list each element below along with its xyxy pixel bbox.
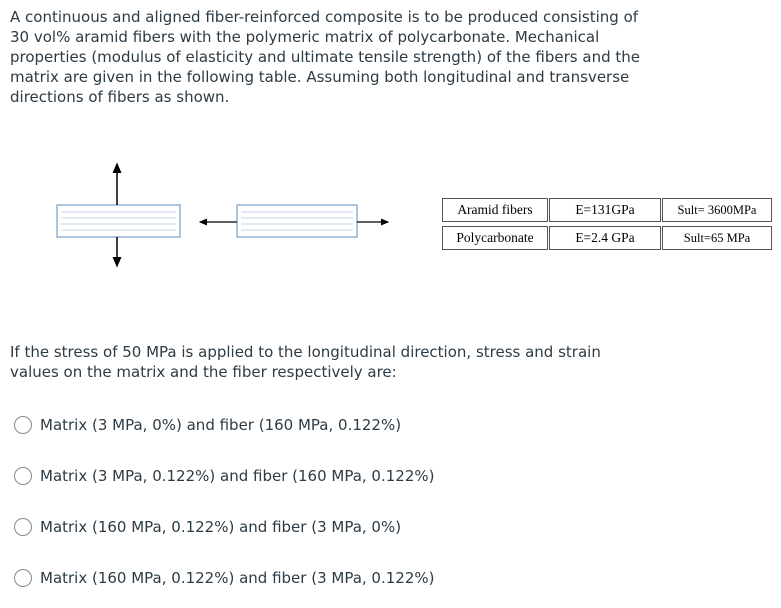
transverse-specimen xyxy=(56,162,181,268)
option-label[interactable]: Matrix (3 MPa, 0%) and fiber (160 MPa, 0… xyxy=(40,416,402,434)
table-cell: Aramid fibers xyxy=(442,198,548,222)
table-cell: E=131GPa xyxy=(549,198,661,222)
radio-button[interactable] xyxy=(14,569,32,587)
answer-option[interactable]: Matrix (3 MPa, 0.122%) and fiber (160 MP… xyxy=(14,465,434,487)
radio-button[interactable] xyxy=(14,416,32,434)
longitudinal-specimen xyxy=(198,204,390,238)
question-line: 30 vol% aramid fibers with the polymeric… xyxy=(10,28,600,46)
answer-option[interactable]: Matrix (160 MPa, 0.122%) and fiber (3 MP… xyxy=(14,516,401,538)
answer-option[interactable]: Matrix (160 MPa, 0.122%) and fiber (3 MP… xyxy=(14,567,434,589)
question-line: A continuous and aligned fiber-reinforce… xyxy=(10,8,639,26)
table-cell: Polycarbonate xyxy=(442,226,548,250)
question-line: directions of fibers as shown. xyxy=(10,88,230,106)
table-cell: Sult=65 MPa xyxy=(662,226,772,250)
question-line: matrix are given in the following table.… xyxy=(10,68,630,86)
radio-button[interactable] xyxy=(14,467,32,485)
option-label[interactable]: Matrix (160 MPa, 0.122%) and fiber (3 MP… xyxy=(40,569,435,587)
answer-option[interactable]: Matrix (3 MPa, 0%) and fiber (160 MPa, 0… xyxy=(14,414,401,436)
table-cell: E=2.4 GPa xyxy=(549,226,661,250)
prompt-line: values on the matrix and the fiber respe… xyxy=(10,363,397,381)
table-cell: Sult= 3600MPa xyxy=(662,198,772,222)
option-label[interactable]: Matrix (3 MPa, 0.122%) and fiber (160 MP… xyxy=(40,467,435,485)
radio-button[interactable] xyxy=(14,518,32,536)
question-line: properties (modulus of elasticity and ul… xyxy=(10,48,640,66)
prompt-line: If the stress of 50 MPa is applied to th… xyxy=(10,343,601,361)
option-label[interactable]: Matrix (160 MPa, 0.122%) and fiber (3 MP… xyxy=(40,518,402,536)
